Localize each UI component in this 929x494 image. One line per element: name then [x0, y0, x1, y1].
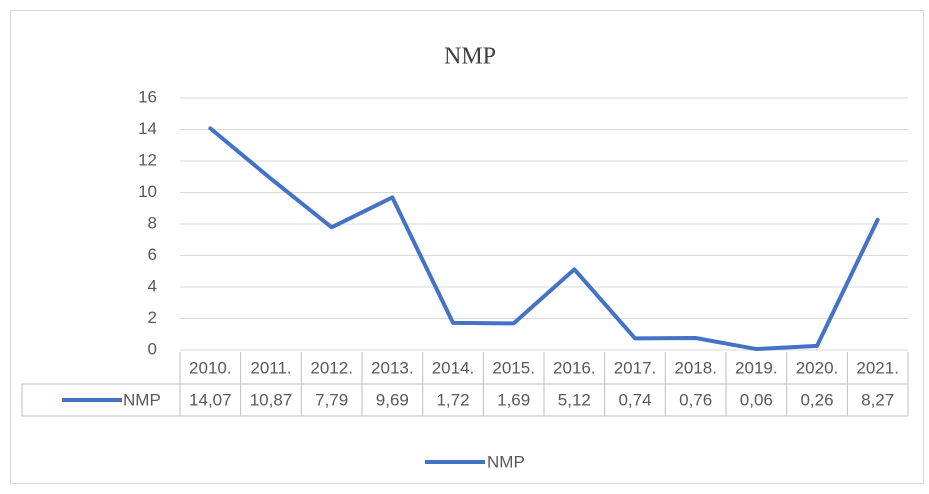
y-tick-label: 0 — [148, 339, 157, 358]
y-tick-label: 8 — [148, 213, 157, 232]
table-value: 1,72 — [436, 390, 469, 409]
x-tick-label: 2011. — [250, 358, 291, 377]
table-value: 14,07 — [189, 390, 232, 409]
x-tick-label: 2017. — [614, 358, 657, 377]
y-tick-label: 14 — [138, 119, 157, 138]
x-tick-label: 2018. — [674, 358, 717, 377]
x-tick-label: 2010. — [189, 358, 232, 377]
x-tick-label: 2013. — [371, 358, 414, 377]
table-value: 10,87 — [250, 390, 293, 409]
table-series-name: NMP — [123, 390, 161, 409]
table-value: 0,76 — [679, 390, 712, 409]
y-tick-label: 16 — [138, 87, 157, 106]
table-value: 0,26 — [800, 390, 833, 409]
x-tick-label: 2012. — [310, 358, 353, 377]
table-value: 0,74 — [618, 390, 651, 409]
x-tick-label: 2016. — [553, 358, 596, 377]
y-tick-label: 10 — [138, 182, 157, 201]
legend-label: NMP — [487, 452, 525, 471]
y-tick-label: 2 — [148, 308, 157, 327]
x-tick-label: 2019. — [735, 358, 778, 377]
table-value: 8,27 — [861, 390, 894, 409]
y-tick-label: 12 — [138, 150, 157, 169]
table-value: 0,06 — [740, 390, 773, 409]
table-value: 7,79 — [315, 390, 348, 409]
x-tick-label: 2014. — [432, 358, 475, 377]
chart-title: NMP — [444, 44, 496, 70]
x-tick-label: 2021. — [856, 358, 899, 377]
table-value: 5,12 — [558, 390, 591, 409]
table-value: 9,69 — [376, 390, 409, 409]
x-tick-label: 2015. — [492, 358, 535, 377]
x-tick-label: 2020. — [796, 358, 839, 377]
y-tick-label: 4 — [148, 276, 157, 295]
y-tick-label: 6 — [148, 245, 157, 264]
chart-border — [10, 10, 924, 484]
series-line — [208, 126, 880, 352]
table-value: 1,69 — [497, 390, 530, 409]
